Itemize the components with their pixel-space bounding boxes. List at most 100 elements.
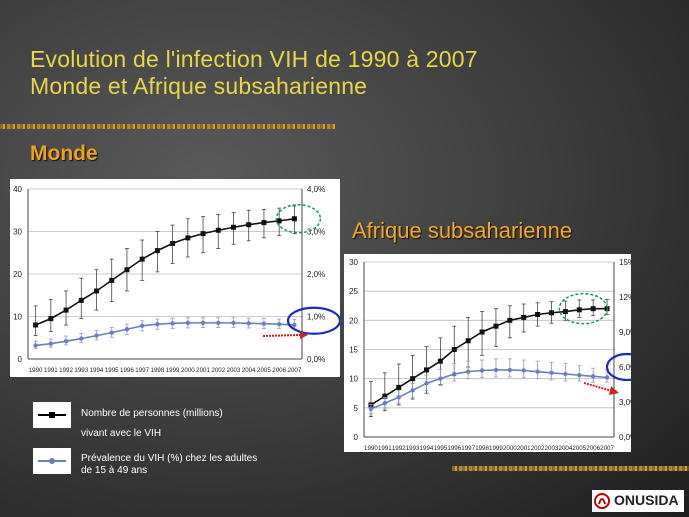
world-ytick-label: 20 [13,270,22,279]
world-xtick-label: 1995 [105,367,119,374]
world-y2tick-label: 1,0% [307,313,325,322]
africa-y2tick-label: 12% [619,293,631,302]
world-data-point [231,224,236,230]
world-y2tick-label: 2,0% [307,270,325,279]
africa-data-point [521,368,526,373]
world-data-point [170,321,175,326]
world-data-point [48,316,54,322]
world-red-arrow-head [300,331,308,339]
divider-band-top [0,124,337,129]
world-data-point [155,321,160,327]
legend-label-count-line2: vivant avec le VIH [81,428,162,439]
africa-xtick-label: 2005 [572,445,586,452]
world-data-point [33,343,38,348]
africa-data-point [604,375,610,380]
world-xtick-label: 1997 [135,367,149,374]
africa-data-point [479,329,485,335]
world-data-point [291,216,297,222]
africa-ytick-label: 0 [354,433,359,442]
world-data-point [185,320,191,326]
africa-ytick-label: 5 [354,404,359,413]
africa-xtick-label: 1993 [406,445,420,452]
africa-data-point [437,358,443,364]
africa-data-point [465,338,471,344]
africa-xtick-label: 1999 [489,445,503,452]
africa-data-point [576,307,582,313]
africa-series-line [370,307,608,406]
world-y2tick-label: 4,0% [307,185,325,194]
legend-label-prevalence-line1: Prévalence du VIH (%) chez les adultes [81,453,258,464]
africa-data-point [535,369,540,374]
world-data-point [139,256,145,262]
africa-data-point [507,367,513,373]
africa-data-point [493,367,499,373]
world-data-point [261,220,267,226]
world-data-point [185,235,191,241]
africa-data-point [424,381,429,386]
world-xtick-label: 2007 [288,367,302,374]
world-data-point [139,323,145,329]
africa-data-point [452,371,457,377]
africa-data-point [590,374,596,379]
africa-data-point [451,347,457,352]
world-xtick-label: 1996 [120,367,134,374]
africa-ytick-label: 30 [349,258,358,267]
world-xtick-label: 2003 [227,367,241,374]
africa-xtick-label: 1990 [364,445,378,452]
world-data-point [109,330,114,335]
onusida-emblem-icon [594,493,610,509]
africa-series-line [370,369,608,410]
world-data-point [48,341,54,346]
africa-data-point [396,395,401,400]
africa-red-arrow [583,382,613,392]
africa-data-point [368,406,374,412]
world-xtick-label: 2002 [211,367,225,374]
world-xtick-label: 1993 [74,367,88,374]
world-y2tick-label: 0,0% [307,355,325,364]
africa-y2tick-label: 6,0% [619,363,631,372]
world-xtick-label: 1990 [29,367,43,374]
africa-data-point [438,376,443,381]
africa-xtick-label: 1992 [392,445,406,452]
africa-data-point [549,370,554,376]
africa-data-point [396,384,402,390]
africa-data-point [382,393,388,399]
africa-xtick-label: 1991 [378,445,392,452]
slide-title: Evolution de l'infection VIH de 1990 à 2… [30,46,478,100]
africa-data-point [479,368,485,373]
world-ytick-label: 10 [13,313,22,322]
africa-red-arrow-head [609,386,619,395]
world-data-point [200,231,206,237]
africa-xtick-label: 2002 [531,445,545,452]
world-xtick-label: 1998 [151,367,165,374]
world-data-point [33,322,39,328]
world-highlight-green-ellipse [275,204,322,234]
africa-data-point [535,312,541,317]
africa-ytick-label: 10 [349,375,358,384]
onusida-logo: ONUSIDA [592,490,684,512]
section-title-world: Monde [30,142,98,165]
world-series-line [35,217,295,326]
world-data-point [261,321,267,326]
world-xtick-label: 1999 [166,367,180,374]
section-title-africa: Afrique subsaharienne [352,218,573,243]
africa-data-point [521,314,527,320]
africa-data-point [493,323,499,329]
world-data-point [246,222,252,228]
world-ytick-label: 40 [13,185,22,194]
world-xtick-label: 2000 [181,367,195,374]
world-data-point [79,336,84,341]
world-data-point [124,267,130,273]
legend: Nombre de personnes (millions) vivant av… [33,402,323,482]
legend-label-count: Nombre de personnes (millions) vivant av… [81,408,223,440]
chart-africa-svg: 0510152025300,0%3,0%6,0%9,0%12%15%199019… [349,258,649,452]
world-data-point [94,333,99,338]
world-data-point [154,248,160,254]
africa-data-point [507,317,513,323]
world-data-point [78,297,84,303]
world-data-point [109,277,115,283]
africa-data-point [590,306,596,312]
africa-data-point [382,400,388,406]
africa-data-point [465,369,471,374]
